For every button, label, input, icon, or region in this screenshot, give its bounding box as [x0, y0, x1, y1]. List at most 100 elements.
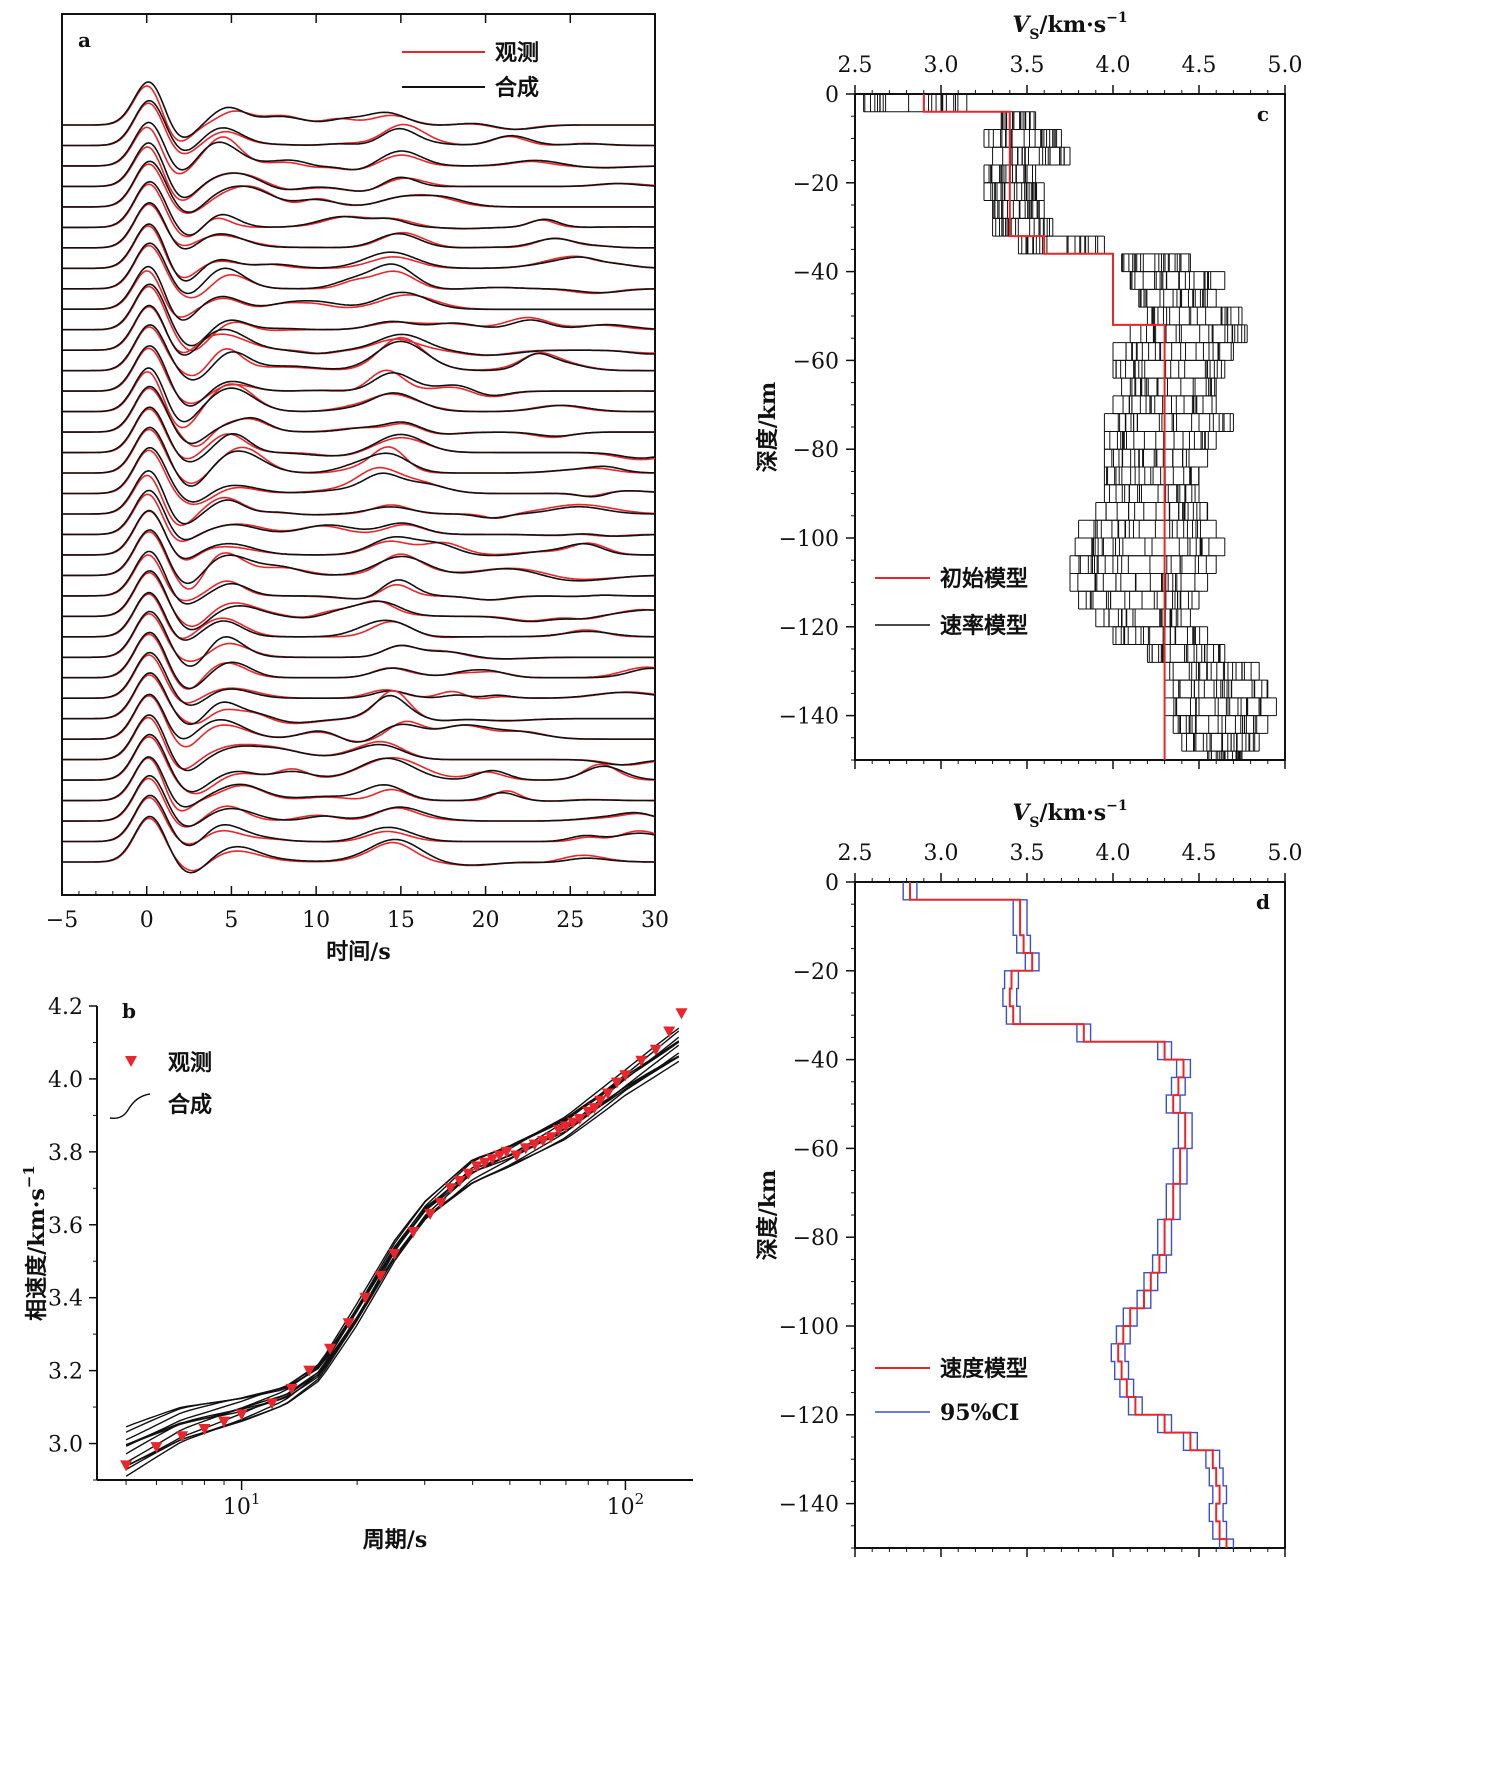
- synthetic-curve: [125, 1056, 680, 1471]
- x-tick-label: 5.0: [1268, 841, 1303, 866]
- panel-letter: b: [122, 999, 136, 1023]
- panel-a-frame: [61, 13, 656, 896]
- x-axis-label-sub: S: [1029, 815, 1039, 831]
- synthetic-curve: [125, 1060, 680, 1477]
- trace-synthetic: [62, 201, 655, 250]
- x-tick-label: 101: [223, 1490, 261, 1520]
- trace-observed: [62, 612, 655, 662]
- panel-c: 2.5 3.0 3.5 4.0 4.5 5.0 0 −20 −40 −60 −80 −100 −120 −…: [755, 10, 1303, 769]
- trace-synthetic: [62, 385, 655, 445]
- trace-synthetic: [62, 324, 655, 381]
- trace-synthetic: [62, 406, 656, 463]
- y-axis-label: 相速度/km·s−1: [20, 1165, 50, 1321]
- y-tick-label: −140: [779, 705, 839, 730]
- observed-point: [374, 1270, 387, 1282]
- y-tick-label: −20: [793, 172, 839, 197]
- x-axis-label-exponent: −1: [1106, 798, 1127, 814]
- y-tick-label: −20: [793, 960, 839, 985]
- trace-observed: [62, 146, 656, 202]
- y-tick-label: 4.0: [48, 1068, 83, 1093]
- legend-label-synthetic: 合成: [495, 75, 539, 101]
- observed-point: [649, 1044, 662, 1056]
- x-tick-label: 0: [140, 908, 154, 933]
- x-tick-label: 10: [302, 908, 330, 933]
- observed-point: [453, 1176, 466, 1188]
- legend-label-observed: 观测: [495, 40, 539, 66]
- y-tick-label: 3.6: [48, 1214, 83, 1239]
- observed-point: [424, 1208, 437, 1220]
- x-tick-label: 4.5: [1182, 841, 1217, 866]
- trace-observed: [62, 126, 656, 175]
- observed-point: [588, 1103, 601, 1115]
- observed-point: [528, 1139, 541, 1151]
- y-tick-label: 3.2: [48, 1360, 83, 1385]
- observed-point: [675, 1008, 688, 1020]
- observed-point: [359, 1292, 372, 1304]
- trace-observed: [62, 225, 656, 279]
- y-tick-label: 0: [825, 871, 839, 896]
- x-axis-label-exponent: −1: [1106, 10, 1127, 26]
- trace-synthetic: [62, 469, 655, 525]
- trace-observed: [62, 735, 655, 795]
- observed-point: [510, 1150, 523, 1162]
- observed-point: [486, 1154, 499, 1166]
- x-axis-label: 周期/s: [363, 1527, 427, 1553]
- observed-point: [462, 1168, 475, 1180]
- trace-synthetic: [62, 81, 655, 139]
- initial-model-line: [922, 94, 1166, 760]
- trace-synthetic: [62, 672, 655, 726]
- y-tick-label: 0: [825, 83, 839, 108]
- trace-observed: [62, 531, 655, 590]
- observed-point: [434, 1197, 447, 1209]
- x-axis-label-sub: S: [1029, 27, 1039, 43]
- trace-observed: [62, 428, 655, 485]
- observed-point: [537, 1135, 550, 1147]
- trace-observed: [62, 85, 655, 142]
- y-axis-label: 深度/km: [755, 1170, 781, 1261]
- y-tick-label: −120: [779, 1404, 839, 1429]
- legend-marker-observed: [125, 1056, 137, 1067]
- trace-synthetic: [62, 794, 656, 847]
- observed-point: [519, 1143, 532, 1155]
- x-tick-label: 3.5: [1010, 841, 1045, 866]
- trace-synthetic: [62, 815, 655, 874]
- trace-synthetic: [62, 160, 655, 214]
- y-tick-label: −80: [793, 438, 839, 463]
- trace-observed: [62, 757, 655, 812]
- x-tick-label: 5.0: [1268, 53, 1303, 78]
- legend-label-synthetic: 合成: [168, 1092, 212, 1118]
- x-axis-label: 时间/s: [326, 939, 390, 965]
- panel-b: 3.0 3.2 3.4 3.6 3.8 4.0 4.2 101 102 周期/s 相速度/km·s−…: [20, 995, 693, 1553]
- y-tick-label: −40: [793, 1049, 839, 1074]
- observed-point: [663, 1026, 676, 1038]
- observed-point: [559, 1121, 572, 1133]
- y-tick-label: 3.4: [48, 1287, 83, 1312]
- observed-point: [198, 1423, 211, 1435]
- panel-letter: a: [78, 28, 91, 52]
- observed-point: [610, 1077, 623, 1089]
- x-tick-exponent: 1: [251, 1490, 261, 1508]
- y-tick-label: −100: [779, 1315, 839, 1340]
- trace-synthetic: [62, 304, 656, 356]
- trace-synthetic: [62, 693, 655, 743]
- x-tick-label: 2.5: [838, 53, 873, 78]
- trace-synthetic: [62, 180, 655, 236]
- trace-observed: [62, 326, 655, 377]
- trace-observed: [62, 285, 656, 352]
- x-axis-label: VS/km·s−1: [1012, 798, 1127, 831]
- trace-synthetic: [62, 223, 656, 282]
- trace-synthetic: [62, 100, 655, 152]
- observed-point: [407, 1227, 420, 1239]
- trace-synthetic: [62, 529, 656, 585]
- x-axis-label-unit: /km·s: [1040, 12, 1107, 38]
- legend-label-ci: 95%CI: [940, 1400, 1019, 1426]
- synthetic-curve: [125, 1027, 680, 1428]
- legend-label-observed: 观测: [168, 1050, 212, 1076]
- x-tick-label: 4.0: [1096, 841, 1131, 866]
- x-axis-label: VS/km·s−1: [1012, 10, 1127, 43]
- trace-observed: [62, 716, 656, 770]
- trace-synthetic: [62, 446, 656, 503]
- panel-d: 2.5 3.0 3.5 4.0 4.5 5.0 0 −20 −40 −60 −80 −100 −120 −…: [755, 798, 1303, 1557]
